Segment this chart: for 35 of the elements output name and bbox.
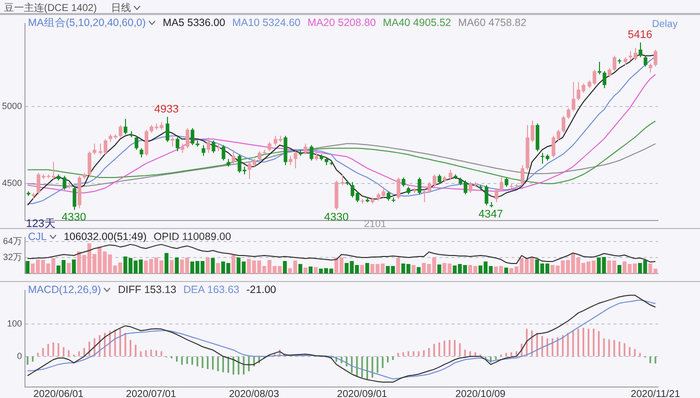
text: DEA 163.63 — [183, 284, 240, 296]
x-tick-label: 2020/11/21 — [630, 388, 681, 398]
text: MA40 4905.52 — [382, 17, 452, 29]
annotation: CJL — [28, 231, 48, 243]
text: MA10 5324.60 — [232, 17, 301, 29]
x-tick-label: 2020/10/09 — [455, 388, 506, 398]
annotation: 5416 — [628, 29, 652, 42]
annotation: 4933 — [154, 103, 179, 116]
annotation: 4330 — [324, 211, 349, 224]
chart-title: 豆一主连(DCE 1402) — [4, 2, 97, 15]
y-tick-label: 32万 — [2, 252, 22, 262]
annotation: 106032.00(51:49) — [64, 231, 147, 243]
x-tick-label: 2020/06/01 — [33, 388, 84, 398]
text: MA5 5336.00 — [162, 17, 226, 29]
annotation: MACD(12,26,9) — [28, 284, 102, 296]
x-tick-label: 2020/09/01 — [337, 388, 388, 398]
annotation: -21.00 — [246, 284, 276, 296]
annotation: 123天 — [26, 217, 56, 231]
text: DIFF 153.13 — [118, 284, 176, 296]
chart-subtitle: 日线 — [110, 2, 132, 15]
y-tick-label: 100 — [6, 318, 22, 329]
annotation: Delay — [652, 19, 678, 30]
y-tick-label: 4500 — [2, 178, 22, 188]
y-tick-label: 0 — [16, 350, 22, 361]
x-tick-label: 2020/07/01 — [126, 388, 177, 398]
annotation: 4347 — [478, 208, 503, 221]
text: MA20 5208.80 — [308, 17, 376, 29]
x-tick-label: 2020/08/03 — [228, 388, 280, 398]
y-tick-label: 5000 — [2, 101, 22, 112]
series-label: OPID 110089.00 — [154, 231, 232, 243]
text: MA60 4758.82 — [458, 17, 526, 29]
legend-title: MA组合(5,10,20,40,60,0) — [28, 17, 147, 29]
y-tick-label: 64万 — [2, 236, 22, 246]
annotation: 2101 — [364, 219, 386, 230]
annotation: 4330 — [62, 211, 86, 224]
